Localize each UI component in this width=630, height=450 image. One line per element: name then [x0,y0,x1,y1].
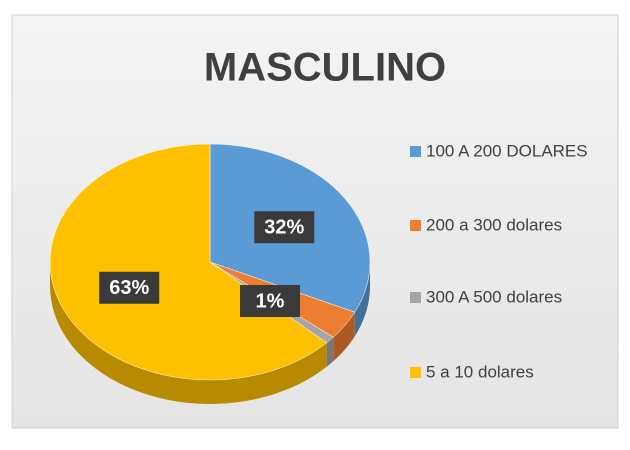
data-label: 1% [256,290,285,312]
data-label-box [240,285,301,318]
pie-side [354,262,370,337]
data-label: 32% [264,217,304,239]
legend-swatch [410,367,421,378]
pie-side [333,312,355,362]
pie-side [50,262,327,404]
legend-label: 300 A 500 dolares [426,287,562,306]
chart-title: MASCULINO [204,46,446,90]
legend-swatch [410,220,421,231]
legend-swatch [410,292,421,303]
data-label: 63% [109,277,149,299]
pie-slice [49,143,328,381]
data-label-box [254,211,315,244]
legend-label: 200 a 300 dolares [426,215,562,234]
data-label-box [99,271,160,304]
pie-side [326,337,334,367]
legend-label: 100 A 200 DOLARES [426,141,588,160]
legend-label: 5 a 10 dolares [426,362,534,381]
legend-swatch [410,146,421,157]
